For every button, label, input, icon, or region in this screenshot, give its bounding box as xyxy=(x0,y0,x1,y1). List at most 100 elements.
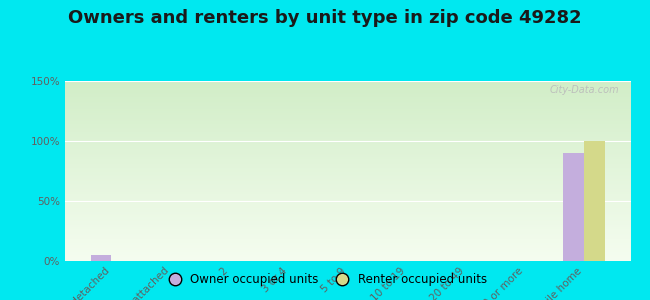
Bar xyxy=(65,238,630,239)
Bar xyxy=(65,139,630,140)
Bar xyxy=(65,156,630,157)
Bar xyxy=(65,87,630,88)
Bar xyxy=(65,244,630,245)
Bar xyxy=(65,219,630,220)
Bar xyxy=(65,249,630,250)
Bar xyxy=(65,120,630,121)
Bar xyxy=(65,115,630,116)
Bar xyxy=(65,164,630,165)
Bar xyxy=(65,221,630,222)
Bar xyxy=(65,232,630,233)
Bar xyxy=(65,94,630,95)
Bar xyxy=(65,178,630,179)
Bar xyxy=(65,203,630,204)
Bar xyxy=(65,117,630,118)
Bar xyxy=(65,240,630,241)
Bar xyxy=(65,233,630,234)
Bar xyxy=(65,250,630,251)
Bar xyxy=(65,208,630,209)
Bar xyxy=(65,212,630,213)
Bar xyxy=(65,184,630,185)
Bar xyxy=(65,207,630,208)
Bar xyxy=(65,256,630,257)
Bar xyxy=(65,194,630,195)
Bar xyxy=(65,202,630,203)
Bar xyxy=(65,152,630,153)
Bar xyxy=(65,236,630,237)
Bar xyxy=(584,141,604,261)
Bar xyxy=(65,151,630,152)
Bar xyxy=(65,230,630,231)
Bar xyxy=(65,245,630,246)
Bar xyxy=(65,237,630,238)
Bar xyxy=(65,123,630,124)
Bar xyxy=(65,89,630,90)
Bar xyxy=(65,145,630,146)
Bar xyxy=(65,118,630,119)
Bar xyxy=(65,187,630,188)
Bar xyxy=(65,186,630,187)
Bar xyxy=(65,176,630,177)
Bar xyxy=(65,95,630,96)
Bar xyxy=(65,242,630,243)
Bar xyxy=(65,180,630,181)
Bar xyxy=(65,86,630,87)
Bar xyxy=(65,88,630,89)
Bar xyxy=(65,255,630,256)
Bar xyxy=(65,183,630,184)
Bar xyxy=(65,192,630,193)
Bar xyxy=(65,153,630,154)
Bar xyxy=(65,83,630,84)
Bar xyxy=(65,84,630,85)
Bar xyxy=(65,260,630,261)
Bar xyxy=(65,144,630,145)
Text: City-Data.com: City-Data.com xyxy=(549,85,619,94)
Bar xyxy=(65,158,630,159)
Bar xyxy=(65,114,630,115)
Bar xyxy=(65,218,630,219)
Bar xyxy=(65,210,630,211)
Bar xyxy=(65,259,630,260)
Bar xyxy=(65,211,630,212)
Bar xyxy=(65,215,630,216)
Bar xyxy=(65,98,630,99)
Bar xyxy=(65,143,630,144)
Bar xyxy=(65,150,630,151)
Bar xyxy=(65,224,630,225)
Bar xyxy=(65,205,630,206)
Bar xyxy=(65,173,630,174)
Bar xyxy=(65,138,630,139)
Bar xyxy=(65,197,630,198)
Bar xyxy=(65,258,630,259)
Bar xyxy=(65,167,630,168)
Bar xyxy=(65,161,630,162)
Bar xyxy=(65,199,630,200)
Bar xyxy=(65,102,630,103)
Bar xyxy=(65,228,630,229)
Bar xyxy=(65,103,630,104)
Bar xyxy=(65,85,630,86)
Bar xyxy=(65,99,630,100)
Bar xyxy=(65,110,630,111)
Bar xyxy=(65,253,630,254)
Legend: Owner occupied units, Renter occupied units: Owner occupied units, Renter occupied un… xyxy=(159,269,491,291)
Bar xyxy=(65,124,630,125)
Bar xyxy=(65,227,630,228)
Bar xyxy=(65,174,630,175)
Bar xyxy=(65,116,630,117)
Bar xyxy=(65,166,630,167)
Bar xyxy=(65,122,630,123)
Bar xyxy=(65,216,630,217)
Bar xyxy=(65,133,630,134)
Bar xyxy=(65,128,630,129)
Bar xyxy=(65,213,630,214)
Bar xyxy=(65,171,630,172)
Bar xyxy=(65,239,630,240)
Bar xyxy=(65,252,630,253)
Bar xyxy=(65,108,630,109)
Bar xyxy=(65,229,630,230)
Bar xyxy=(65,188,630,189)
Bar xyxy=(564,153,584,261)
Bar xyxy=(65,119,630,120)
Bar xyxy=(65,196,630,197)
